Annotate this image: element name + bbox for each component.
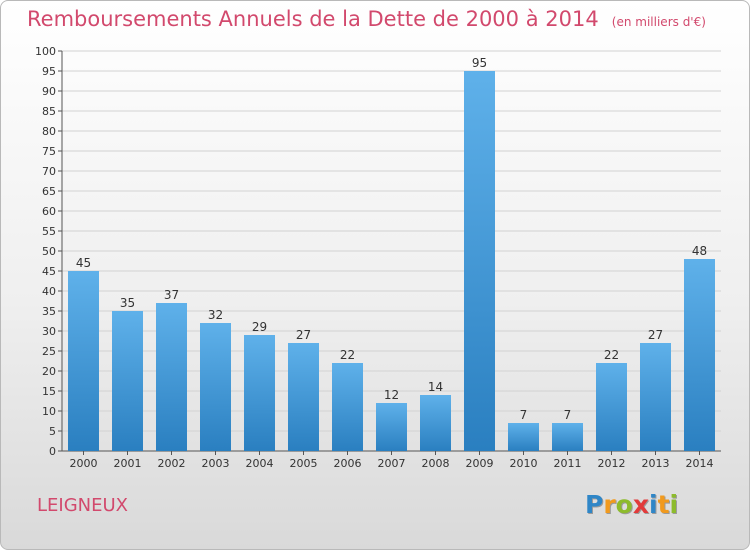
x-tick-label: 2005 bbox=[290, 457, 318, 470]
chart-title: Remboursements Annuels de la Dette de 20… bbox=[27, 7, 706, 31]
x-tick-label: 2006 bbox=[334, 457, 362, 470]
y-tick-label: 75 bbox=[42, 145, 56, 158]
y-tick-label: 55 bbox=[42, 225, 56, 238]
bar bbox=[288, 343, 319, 451]
bars bbox=[68, 71, 715, 451]
y-tick-labels: 0 5 10 15 20 25 30 35 40 45 50 55 60 65 70 75 80 85 90 95 10… bbox=[35, 45, 56, 458]
logo-letter: r bbox=[603, 490, 616, 519]
x-tick-label: 2003 bbox=[202, 457, 230, 470]
value-label: 32 bbox=[208, 308, 223, 322]
y-tick-label: 20 bbox=[42, 365, 56, 378]
logo-letter: t bbox=[657, 490, 670, 519]
logo-letter: i bbox=[669, 490, 679, 519]
bar bbox=[552, 423, 583, 451]
bar bbox=[596, 363, 627, 451]
y-tick-label: 40 bbox=[42, 285, 56, 298]
value-label: 7 bbox=[564, 408, 572, 422]
y-tick-label: 80 bbox=[42, 125, 56, 138]
bar bbox=[376, 403, 407, 451]
bar bbox=[244, 335, 275, 451]
value-label: 37 bbox=[164, 288, 179, 302]
bar bbox=[640, 343, 671, 451]
x-tick-label: 2013 bbox=[642, 457, 670, 470]
value-label: 48 bbox=[692, 244, 707, 258]
proxiti-logo: Proxiti bbox=[585, 490, 678, 519]
commune-name: LEIGNEUX bbox=[37, 495, 129, 516]
x-tick-label: 2009 bbox=[466, 457, 494, 470]
bar bbox=[332, 363, 363, 451]
value-labels: 45 35 37 32 29 27 22 12 14 95 7 7 22 27 48 bbox=[76, 56, 707, 422]
bar bbox=[684, 259, 715, 451]
x-tick-label: 2004 bbox=[246, 457, 274, 470]
value-label: 22 bbox=[340, 348, 355, 362]
bar bbox=[508, 423, 539, 451]
chart-title-text: Remboursements Annuels de la Dette de 20… bbox=[27, 7, 599, 31]
y-tick-label: 10 bbox=[42, 405, 56, 418]
value-label: 22 bbox=[604, 348, 619, 362]
x-tick-label: 2014 bbox=[686, 457, 714, 470]
y-tick-label: 50 bbox=[42, 245, 56, 258]
y-tick-label: 85 bbox=[42, 105, 56, 118]
bar bbox=[156, 303, 187, 451]
y-tick-label: 15 bbox=[42, 385, 56, 398]
x-tick-label: 2008 bbox=[422, 457, 450, 470]
value-label: 35 bbox=[120, 296, 135, 310]
y-tick-label: 0 bbox=[49, 445, 56, 458]
bar bbox=[200, 323, 231, 451]
x-tick-label: 2002 bbox=[158, 457, 186, 470]
x-tick-label: 2007 bbox=[378, 457, 406, 470]
y-tick-label: 90 bbox=[42, 85, 56, 98]
x-tick-label: 2010 bbox=[510, 457, 538, 470]
chart-unit-note: (en milliers d'€) bbox=[611, 15, 706, 29]
x-tick-labels: 2000 2001 2002 2003 2004 2005 2006 2007 2008 2009… bbox=[70, 457, 714, 470]
y-tick-label: 65 bbox=[42, 185, 56, 198]
x-tick-label: 2011 bbox=[554, 457, 582, 470]
value-label: 27 bbox=[648, 328, 663, 342]
value-label: 45 bbox=[76, 256, 91, 270]
value-label: 14 bbox=[428, 380, 443, 394]
y-tick-label: 95 bbox=[42, 65, 56, 78]
logo-letter: i bbox=[649, 490, 658, 519]
value-label: 7 bbox=[520, 408, 528, 422]
bar bbox=[112, 311, 143, 451]
y-tick-label: 25 bbox=[42, 345, 56, 358]
logo-letter: o bbox=[615, 490, 633, 519]
value-label: 95 bbox=[472, 56, 487, 70]
y-tick-label: 5 bbox=[49, 425, 56, 438]
y-tick-label: 100 bbox=[35, 45, 56, 58]
y-tick-label: 30 bbox=[42, 325, 56, 338]
x-tick-label: 2012 bbox=[598, 457, 626, 470]
y-tick-label: 60 bbox=[42, 205, 56, 218]
value-label: 29 bbox=[252, 320, 267, 334]
logo-letter: P bbox=[585, 490, 604, 519]
y-tick-label: 45 bbox=[42, 265, 56, 278]
x-tick-label: 2001 bbox=[114, 457, 142, 470]
y-tick-label: 70 bbox=[42, 165, 56, 178]
value-label: 12 bbox=[384, 388, 399, 402]
bar bbox=[420, 395, 451, 451]
y-tick-label: 35 bbox=[42, 305, 56, 318]
logo-letter: x bbox=[632, 490, 649, 519]
value-label: 27 bbox=[296, 328, 311, 342]
bar bbox=[68, 271, 99, 451]
bar bbox=[464, 71, 495, 451]
x-tick-label: 2000 bbox=[70, 457, 98, 470]
